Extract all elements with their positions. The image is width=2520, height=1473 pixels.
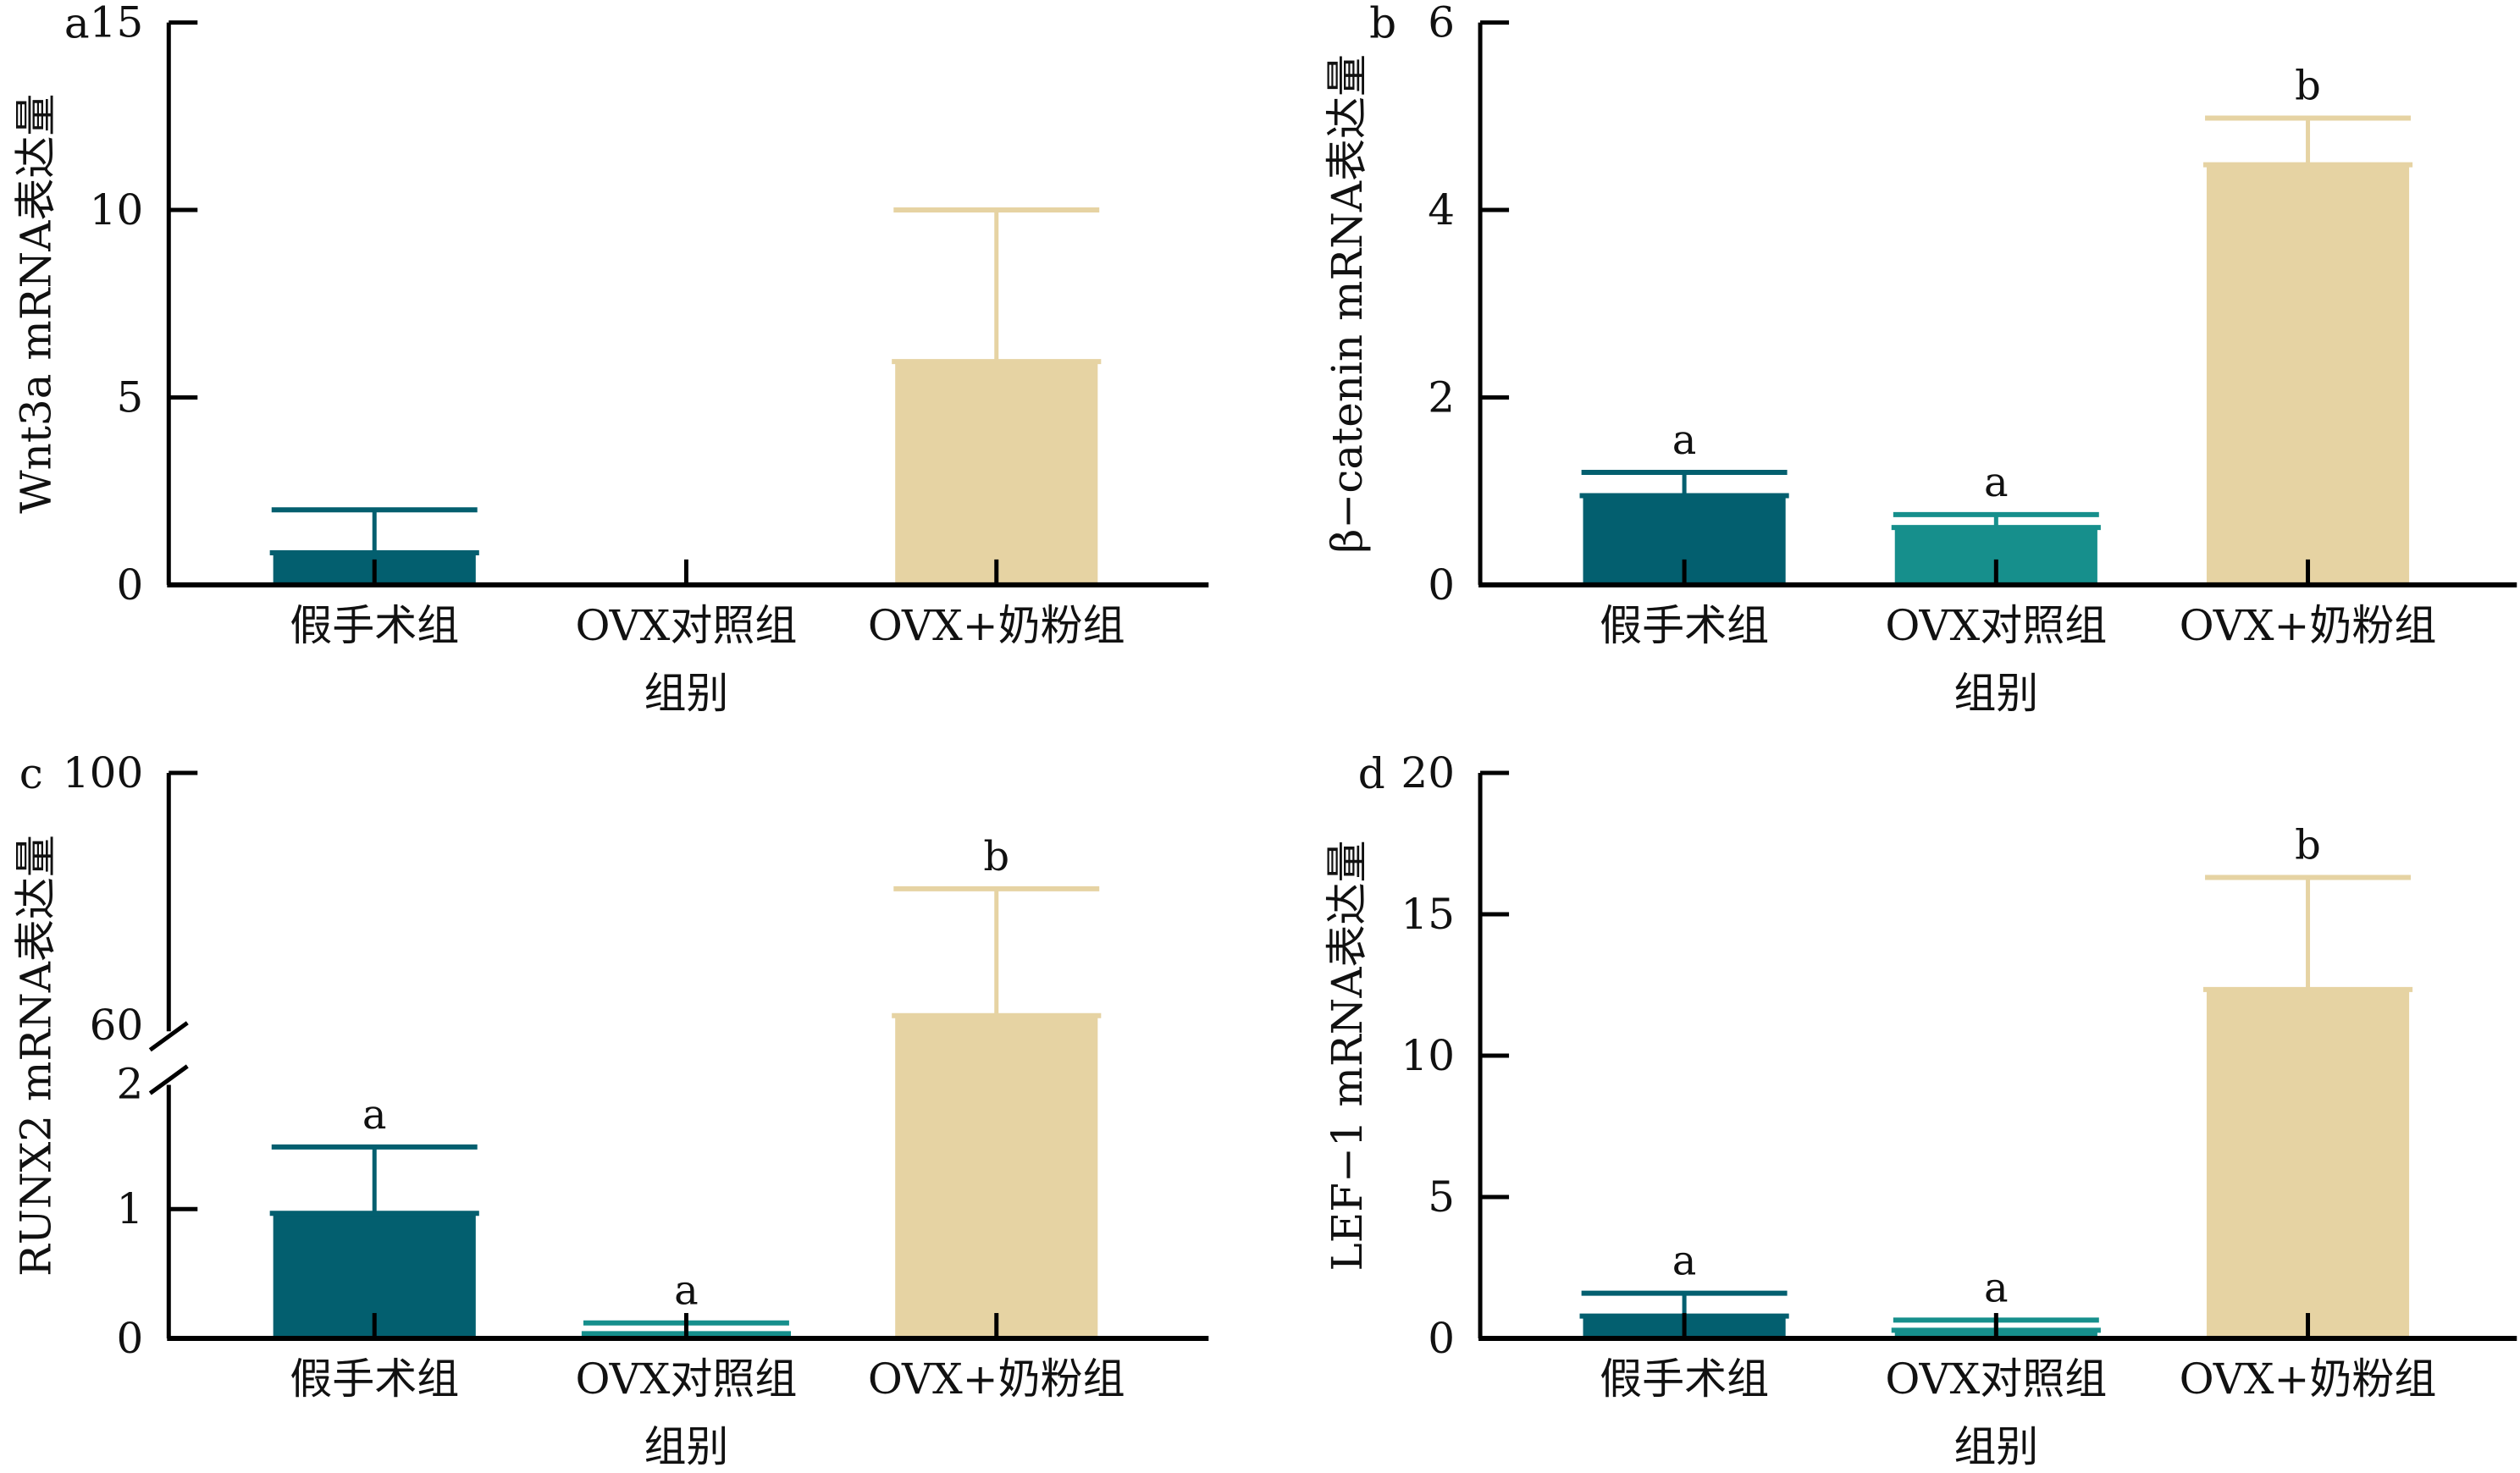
y-tick-label: 10 — [90, 185, 144, 234]
axis-break-mark — [148, 1064, 189, 1095]
y-tick-label: 15 — [1401, 890, 1455, 939]
y-tick-label: 5 — [116, 372, 143, 422]
y-tick-label: 4 — [1428, 185, 1455, 234]
x-category-label: OVX对照组 — [1885, 1354, 2107, 1404]
x-category-label: OVX对照组 — [1885, 601, 2107, 650]
y-tick-label: 2 — [1428, 372, 1455, 422]
panel-letter: d — [1358, 749, 1385, 798]
y-tick-label: 20 — [1401, 748, 1455, 797]
significance-label: a — [1672, 1238, 1697, 1285]
x-category-label: 假手术组 — [1600, 601, 1769, 650]
y-tick-label: 6 — [1428, 0, 1455, 47]
y-tick-label: 0 — [116, 1314, 143, 1363]
axis-break-mark — [148, 1021, 189, 1052]
x-category-label: OVX+奶粉组 — [2180, 601, 2437, 650]
panel-c: a 假手术组 a OVX对照组 b OVX+奶粉组 0 1 2 60 100 c RUNX2 mRNA表… — [11, 748, 1209, 1471]
x-category-label: 假手术组 — [290, 601, 459, 650]
panel-letter: b — [1369, 0, 1396, 48]
y-axis-title: Wnt3a mRNA表达量 — [11, 94, 60, 514]
x-category-label: 假手术组 — [290, 1354, 459, 1404]
y-tick-label: 60 — [90, 1001, 144, 1050]
panel-d: a 假手术组 a OVX对照组 b OVX+奶粉组 0 5 10 15 20 d LEF−1 mRNA表… — [1323, 748, 2517, 1471]
x-category-label: OVX对照组 — [576, 1354, 798, 1404]
significance-label: b — [2295, 63, 2321, 110]
significance-label: b — [2295, 822, 2321, 869]
y-tick-label: 1 — [116, 1184, 143, 1233]
x-axis-title: 组别 — [644, 669, 728, 718]
x-category-label: 假手术组 — [1600, 1354, 1769, 1404]
significance-label: a — [1984, 459, 2009, 506]
y-tick-label: 5 — [1428, 1172, 1455, 1222]
x-category-label: OVX对照组 — [576, 601, 798, 650]
y-tick-label: 2 — [116, 1059, 143, 1108]
y-tick-label: 15 — [90, 0, 144, 47]
x-axis-title: 组别 — [1954, 669, 2038, 718]
significance-label: a — [1984, 1264, 2009, 1311]
panel-letter: c — [19, 749, 43, 798]
x-axis-title: 组别 — [644, 1422, 728, 1471]
x-category-label: OVX+奶粉组 — [868, 601, 1125, 650]
y-tick-label: 10 — [1401, 1031, 1455, 1080]
y-axis-title: β−catenin mRNA表达量 — [1323, 54, 1372, 554]
x-category-label: OVX+奶粉组 — [2180, 1354, 2437, 1404]
x-category-label: OVX+奶粉组 — [868, 1354, 1125, 1404]
bar-3 — [2206, 987, 2410, 1339]
y-tick-label: 100 — [63, 748, 143, 797]
y-tick-label: 0 — [116, 560, 143, 610]
significance-label: a — [362, 1091, 387, 1139]
panel-letter: a — [64, 0, 90, 48]
bar-3 — [895, 360, 1098, 585]
x-axis-title: 组别 — [1954, 1422, 2038, 1471]
y-axis-title: RUNX2 mRNA表达量 — [11, 835, 60, 1277]
bar-3 — [2206, 163, 2410, 585]
y-axis-title: LEF−1 mRNA表达量 — [1323, 841, 1372, 1272]
bar-3 — [895, 1013, 1098, 1339]
y-tick-label: 0 — [1428, 1314, 1455, 1363]
y-tick-label: 0 — [1428, 560, 1455, 610]
significance-label: a — [1672, 417, 1697, 464]
significance-label: b — [983, 833, 1009, 880]
significance-label: a — [674, 1267, 699, 1315]
